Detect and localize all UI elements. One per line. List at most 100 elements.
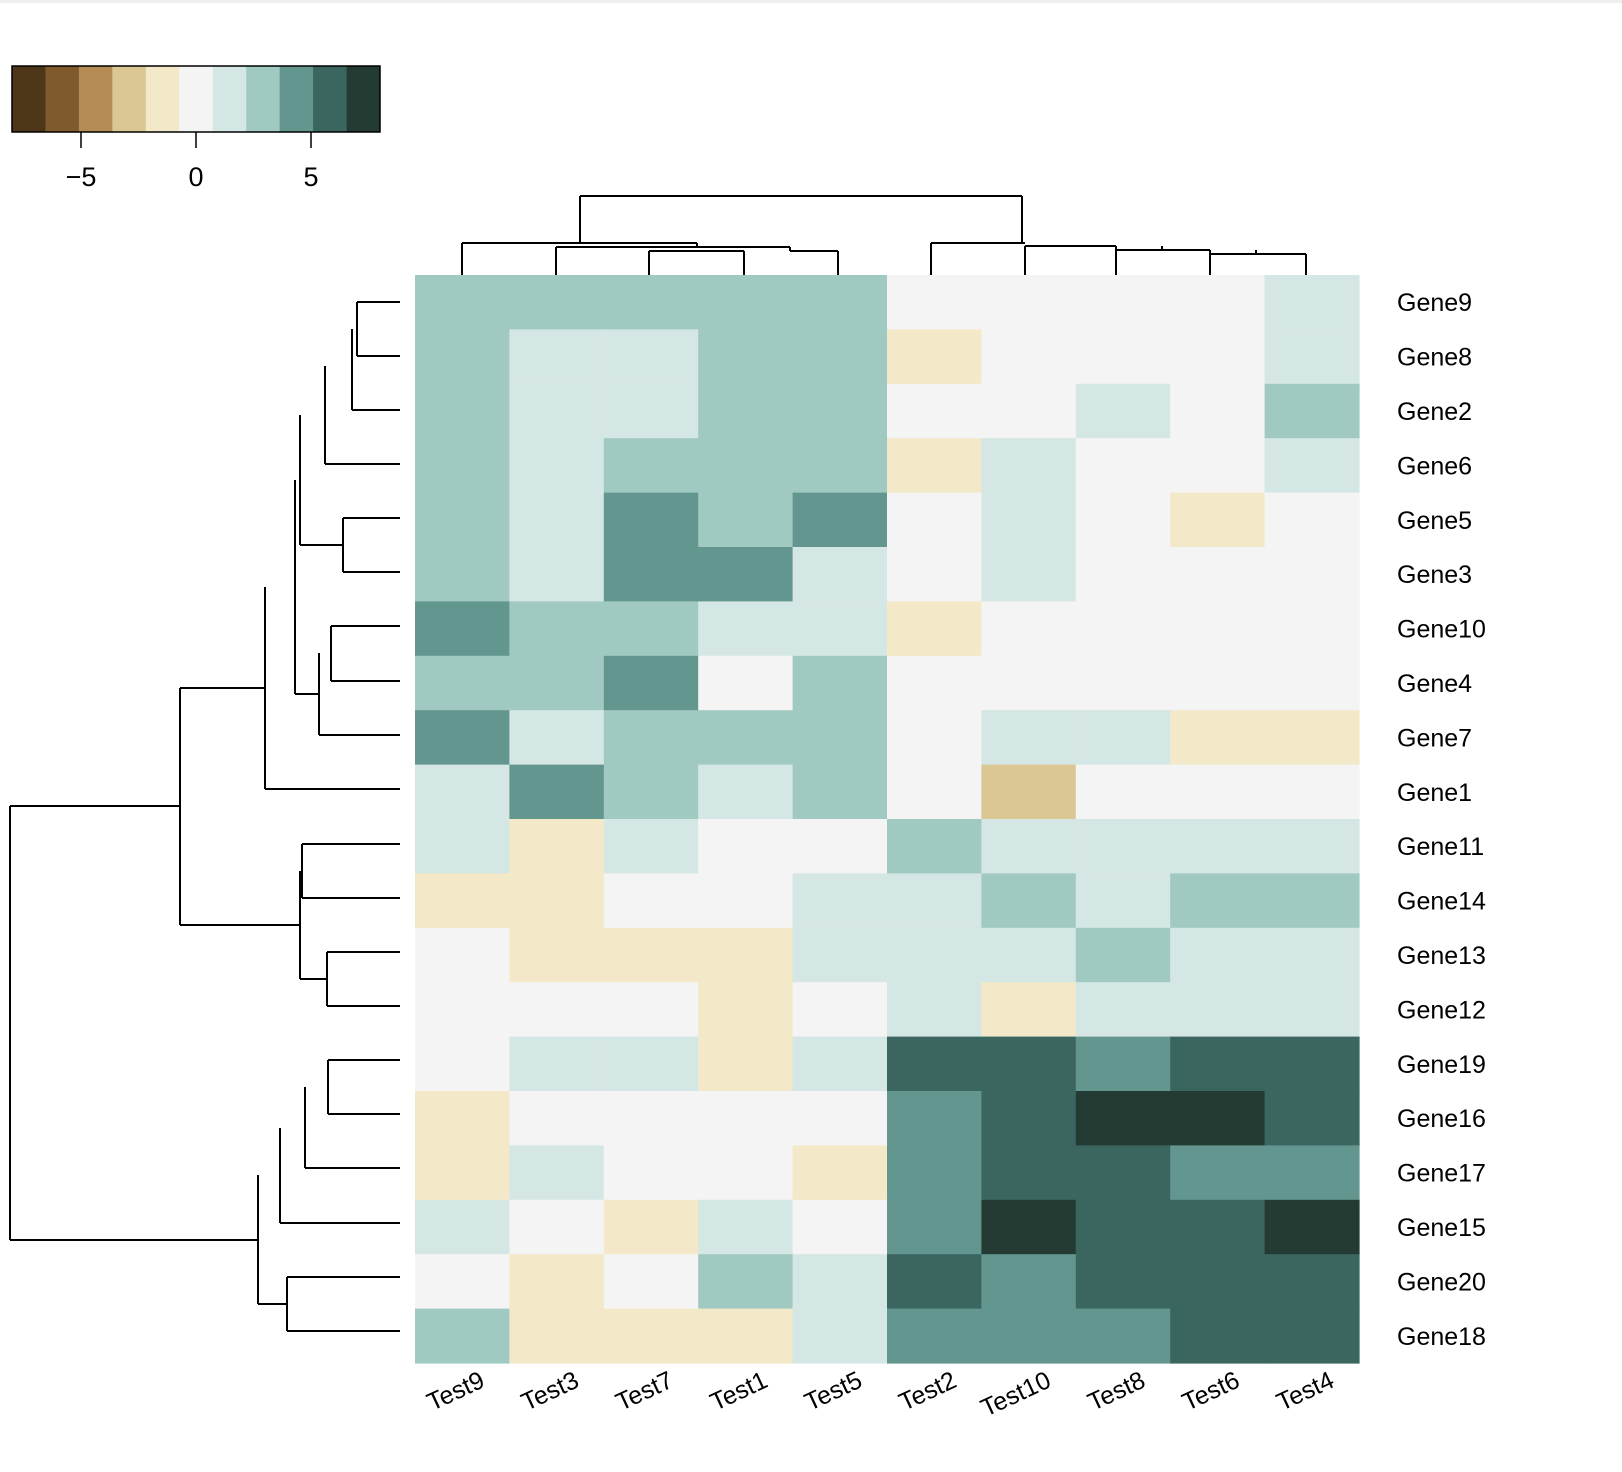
heatmap-cell bbox=[1264, 275, 1360, 330]
heatmap-cell bbox=[1170, 383, 1266, 439]
heatmap-cell bbox=[1264, 1036, 1360, 1092]
colorbar-swatch bbox=[246, 66, 281, 132]
heatmap-cell bbox=[1075, 1199, 1171, 1255]
row-label: Gene6 bbox=[1397, 452, 1472, 480]
colorbar-swatch bbox=[45, 66, 80, 132]
heatmap-cell bbox=[1075, 927, 1171, 983]
row-label: Gene17 bbox=[1397, 1160, 1486, 1188]
heatmap-cell bbox=[509, 819, 605, 874]
heatmap-cell bbox=[698, 329, 794, 385]
heatmap-cell bbox=[603, 1145, 699, 1201]
heatmap-cell bbox=[698, 1145, 794, 1201]
row-label: Gene18 bbox=[1397, 1323, 1486, 1351]
heatmap-cell bbox=[792, 655, 888, 711]
heatmap-cell bbox=[509, 1308, 605, 1364]
colorbar-swatch bbox=[346, 66, 381, 132]
heatmap-cell bbox=[1075, 1254, 1171, 1310]
heatmap-cell bbox=[603, 819, 699, 874]
row-label: Gene1 bbox=[1397, 779, 1472, 807]
column-label: Test6 bbox=[1178, 1366, 1244, 1417]
heatmap-cell bbox=[1075, 819, 1171, 874]
heatmap-cell bbox=[1075, 547, 1171, 602]
heatmap-cell bbox=[698, 982, 794, 1038]
heatmap-cell bbox=[792, 1199, 888, 1255]
heatmap-cell bbox=[415, 275, 510, 330]
row-label: Gene8 bbox=[1397, 344, 1472, 372]
colorbar-swatch bbox=[279, 66, 314, 132]
heatmap-cell bbox=[981, 275, 1077, 330]
column-label: Test10 bbox=[977, 1366, 1056, 1423]
heatmap-cell bbox=[887, 383, 982, 439]
heatmap-cell bbox=[1264, 1091, 1360, 1146]
heatmap-cell bbox=[887, 764, 982, 820]
heatmap-cell bbox=[415, 819, 510, 874]
column-label: Test3 bbox=[517, 1366, 583, 1417]
heatmap-cell bbox=[1170, 492, 1266, 548]
heatmap-cell bbox=[698, 710, 794, 766]
heatmap-cell bbox=[981, 655, 1077, 711]
heatmap-cell bbox=[1170, 329, 1266, 385]
heatmap-cell bbox=[698, 601, 794, 657]
heatmap-cell bbox=[887, 710, 982, 766]
colorbar-tick-label: 0 bbox=[188, 162, 203, 192]
colorbar-swatch bbox=[212, 66, 247, 132]
heatmap-cell bbox=[509, 1199, 605, 1255]
heatmap-cell bbox=[698, 438, 794, 494]
heatmap-cell bbox=[509, 329, 605, 385]
heatmap-cell bbox=[981, 1145, 1077, 1201]
heatmap-cell bbox=[887, 492, 982, 548]
colorbar-swatch bbox=[145, 66, 180, 132]
heatmap-cell bbox=[1075, 329, 1171, 385]
heatmap-cell bbox=[1264, 438, 1360, 494]
heatmap-cell bbox=[698, 547, 794, 602]
heatmap-cell bbox=[509, 438, 605, 494]
heatmap-cell bbox=[792, 1091, 888, 1146]
heatmap-cell bbox=[1264, 1308, 1360, 1364]
heatmap-cell bbox=[1170, 927, 1266, 983]
heatmap-cell bbox=[792, 275, 888, 330]
heatmap-cell bbox=[792, 492, 888, 548]
column-label: Test7 bbox=[612, 1366, 678, 1417]
heatmap-cell bbox=[887, 1199, 982, 1255]
heatmap-cell bbox=[1075, 438, 1171, 494]
heatmap-cell bbox=[415, 1145, 510, 1201]
heatmap-cell bbox=[698, 1254, 794, 1310]
heatmap-cell bbox=[887, 982, 982, 1038]
heatmap-cell bbox=[1264, 329, 1360, 385]
heatmap-cell bbox=[1170, 764, 1266, 820]
heatmap-cell bbox=[1075, 1091, 1171, 1146]
heatmap-cell bbox=[415, 1036, 510, 1092]
colorbar-swatch bbox=[78, 66, 113, 132]
heatmap-cell bbox=[1170, 1036, 1266, 1092]
heatmap-cell bbox=[887, 547, 982, 602]
heatmap-cell bbox=[1075, 601, 1171, 657]
column-label: Test1 bbox=[706, 1366, 772, 1417]
heatmap-cell bbox=[415, 1199, 510, 1255]
heatmap-cell bbox=[1170, 601, 1266, 657]
column-label: Test4 bbox=[1272, 1366, 1338, 1417]
heatmap-cell bbox=[509, 982, 605, 1038]
heatmap-cell bbox=[981, 547, 1077, 602]
heatmap-cell bbox=[887, 1091, 982, 1146]
heatmap-cell bbox=[415, 601, 510, 657]
heatmap-cell bbox=[1075, 1036, 1171, 1092]
heatmap-cell bbox=[792, 1308, 888, 1364]
heatmap-cell bbox=[415, 547, 510, 602]
heatmap-cell bbox=[1075, 492, 1171, 548]
heatmap-cell bbox=[792, 982, 888, 1038]
column-label: Test2 bbox=[895, 1366, 961, 1417]
heatmap-cell bbox=[1075, 1145, 1171, 1201]
heatmap-cell bbox=[603, 982, 699, 1038]
heatmap-cell bbox=[509, 1145, 605, 1201]
heatmap-cell bbox=[698, 492, 794, 548]
heatmap-cell bbox=[603, 329, 699, 385]
column-label: Test5 bbox=[800, 1366, 866, 1417]
heatmap-cell bbox=[1075, 655, 1171, 711]
heatmap-cell bbox=[1170, 1308, 1266, 1364]
row-label: Gene16 bbox=[1397, 1105, 1486, 1133]
heatmap-cell bbox=[509, 383, 605, 439]
heatmap-cell bbox=[415, 438, 510, 494]
heatmap-cell bbox=[981, 982, 1077, 1038]
heatmap-cell bbox=[509, 1091, 605, 1146]
heatmap-cell bbox=[415, 764, 510, 820]
